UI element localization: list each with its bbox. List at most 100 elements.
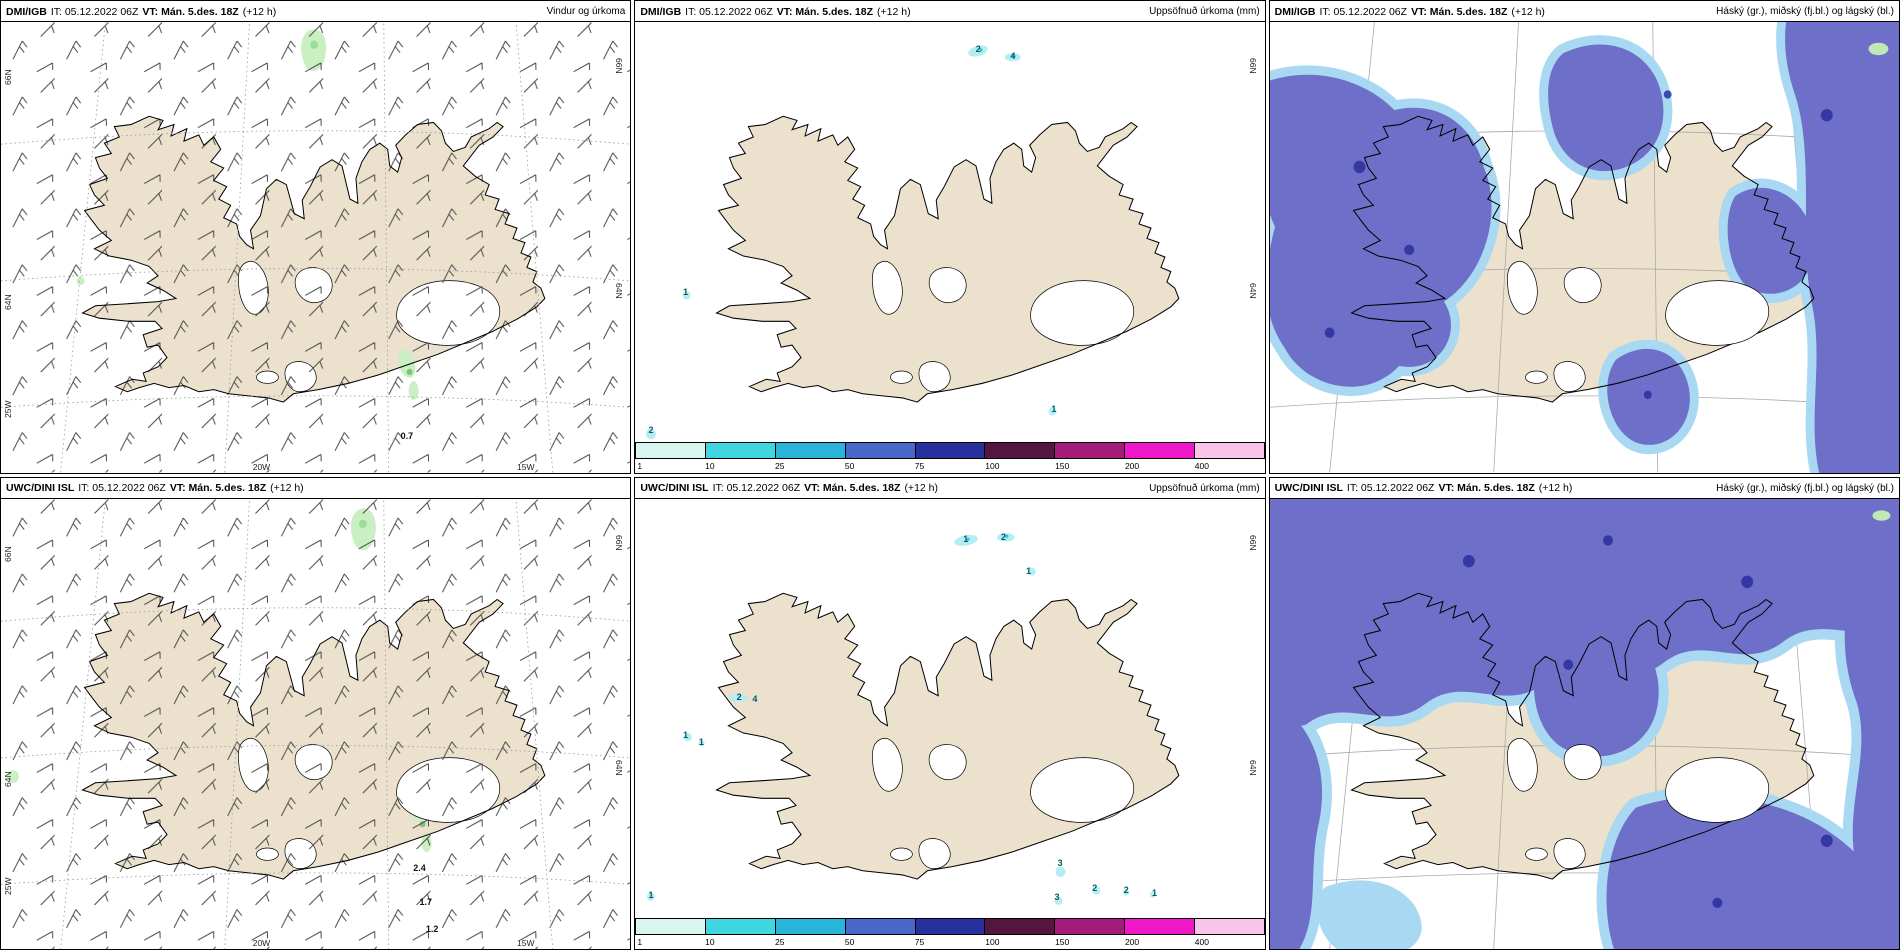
init-time: IT: 05.12.2022 06Z	[712, 482, 801, 494]
scale-label: 10	[705, 937, 715, 947]
panel-dmi-wind: DMI/IGB IT: 05.12.2022 06Z VT: Mán. 5.des.…	[0, 0, 632, 474]
scale-label: 50	[844, 460, 855, 471]
scale-segment	[636, 919, 707, 934]
scale-segment	[985, 442, 1056, 458]
wind-barbs-layer	[1, 22, 631, 473]
panel-header-left: UWC/DINI ISL IT: 05.12.2022 06Z VT: Mán. 5…	[1275, 482, 1577, 494]
panel-header-left: DMI/IGB IT: 05.12.2022 06Z VT: Mán. 5.des.…	[1275, 6, 1549, 18]
precip-amount-label: 2	[648, 424, 654, 435]
precip-amount-label: 1	[683, 730, 689, 740]
precip-color-scale: 1 10 25 50 75 100 150 200 400	[635, 918, 1265, 949]
panel-header: DMI/IGB IT: 05.12.2022 06Z VT: Mán. 5.des.…	[1270, 1, 1899, 21]
scale-label: 25	[775, 460, 785, 471]
iceland-landmass	[716, 116, 1180, 403]
init-time: IT: 05.12.2022 06Z	[1319, 5, 1408, 18]
valid-time: VT: Mán. 5.des. 18Z	[142, 5, 239, 18]
precip-amount-label: 1	[648, 889, 654, 900]
scale-label: 150	[1055, 460, 1070, 471]
model-name: DMI/IGB	[6, 5, 47, 18]
model-name: UWC/DINI ISL	[1274, 482, 1343, 494]
scale-label: 75	[914, 937, 925, 947]
init-time: IT: 05.12.2022 06Z	[50, 5, 139, 18]
scale-segment	[706, 442, 776, 458]
scale-labels: 1 10 25 50 75 100 150 200 400	[635, 937, 1264, 949]
scale-segment	[706, 919, 776, 934]
panel-title: Vindur og úrkoma	[546, 6, 626, 17]
scale-label: 100	[985, 460, 1000, 471]
map-area: 66N 64N 25W 20W 15W 66N 64N 0.7	[1, 21, 631, 473]
precip-amount-label: 2	[975, 44, 981, 55]
scale-segment	[775, 442, 846, 458]
model-name: UWC/DINI ISL	[6, 482, 75, 494]
precip-amount-label: 1.7	[419, 896, 433, 907]
scale-label: 150	[1055, 937, 1070, 947]
init-time: IT: 05.12.2022 06Z	[78, 482, 166, 494]
panel-title: Háský (gr.), miðský (fj.bl.) og lágský (…	[1716, 482, 1894, 494]
wind-map	[1, 22, 631, 473]
scale-bar	[635, 918, 1265, 935]
panel-title: Uppsöfnuð úrkoma (mm)	[1149, 482, 1260, 494]
scale-segment	[1055, 442, 1126, 458]
panel-header: UWC/DINI ISL IT: 05.12.2022 06Z VT: Mán. 5…	[1, 478, 630, 498]
scale-segment	[915, 919, 986, 934]
precip-amount-label: 1.2	[425, 923, 439, 934]
cloud-cover-layer	[1270, 499, 1899, 950]
map-area: 66N 64N 25W 20W 15W 66N 64N 2.4 1.7 1.2	[1, 497, 631, 949]
scale-segment	[1125, 919, 1195, 934]
scale-segment	[1194, 919, 1264, 934]
panel-header-left: UWC/DINI ISL IT: 05.12.2022 06Z VT: Mán. 5…	[6, 482, 308, 494]
scale-label: 25	[775, 937, 785, 947]
scale-label: 10	[705, 460, 715, 471]
scale-segment	[1055, 919, 1126, 934]
panel-title: Háský (gr.), miðský (fj.bl.) og lágský (…	[1716, 6, 1894, 17]
panel-header-left: DMI/IGB IT: 05.12.2022 06Z VT: Mán. 5.des.…	[6, 6, 280, 18]
map-area: 66N 64N 1 2 1 2 4 1 1 3 3 2 2 1 1	[635, 497, 1265, 949]
scale-labels: 1 10 25 50 75 100 150 200 400	[635, 461, 1264, 473]
scale-segment	[1125, 442, 1195, 458]
scale-label: 400	[1194, 937, 1209, 947]
init-time: IT: 05.12.2022 06Z	[1346, 482, 1435, 494]
precip-amount-label: 1	[683, 287, 689, 298]
wind-barbs-layer	[1, 498, 631, 949]
precip-amount-label: 2	[736, 691, 742, 702]
valid-time: VT: Mán. 5.des. 18Z	[1411, 5, 1508, 18]
precip-amount-label: 4	[1010, 50, 1016, 61]
precip-amount-label: 2	[1092, 883, 1098, 894]
scale-label: 400	[1194, 460, 1209, 471]
precip-amount-label: 1	[1051, 404, 1057, 415]
scale-segment	[985, 919, 1056, 934]
precip-color-scale: 1 10 25 50 75 100 150 200 400	[635, 441, 1265, 473]
scale-bar	[635, 441, 1265, 459]
cloud-map	[1269, 22, 1899, 473]
model-name: UWC/DINI ISL	[640, 482, 709, 494]
scale-label: 50	[844, 937, 855, 947]
panel-uwc-precip: UWC/DINI ISL IT: 05.12.2022 06Z VT: Mán. 5…	[634, 476, 1266, 950]
panel-dmi-clouds: DMI/IGB IT: 05.12.2022 06Z VT: Mán. 5.des.…	[1268, 0, 1900, 474]
scale-segment	[1194, 442, 1264, 458]
precip-amount-label: 1	[698, 736, 704, 747]
lead-time: (+12 h)	[1511, 5, 1545, 18]
scale-segment	[915, 442, 986, 458]
lead-time: (+12 h)	[1538, 482, 1573, 494]
panel-uwc-clouds: UWC/DINI ISL IT: 05.12.2022 06Z VT: Mán. 5…	[1268, 476, 1900, 950]
precip-amount-label: 3	[1054, 892, 1060, 903]
precip-amount-label: 2	[1123, 885, 1129, 896]
precip-amount-label: 0.7	[400, 431, 414, 442]
init-time: IT: 05.12.2022 06Z	[685, 5, 773, 18]
panel-uwc-wind: UWC/DINI ISL IT: 05.12.2022 06Z VT: Mán. 5…	[0, 476, 632, 950]
scale-segment	[845, 919, 916, 934]
precip-map	[647, 532, 1180, 905]
iceland-landmass	[716, 592, 1180, 879]
scale-label: 1	[637, 937, 643, 947]
valid-time: VT: Mán. 5.des. 18Z	[1438, 482, 1535, 494]
scale-label: 1	[637, 460, 643, 471]
valid-time: VT: Mán. 5.des. 18Z	[169, 482, 267, 494]
panel-header: DMI/IGB IT: 05.12.2022 06Z VT: Mán. 5.des.…	[635, 1, 1264, 21]
scale-label: 200	[1124, 937, 1140, 947]
scale-segment	[636, 442, 707, 458]
lead-time: (+12 h)	[270, 482, 304, 494]
panel-dmi-precip: DMI/IGB IT: 05.12.2022 06Z VT: Mán. 5.des.…	[634, 0, 1266, 474]
panel-header-left: DMI/IGB IT: 05.12.2022 06Z VT: Mán. 5.des.…	[640, 6, 914, 18]
lead-time: (+12 h)	[877, 5, 911, 18]
